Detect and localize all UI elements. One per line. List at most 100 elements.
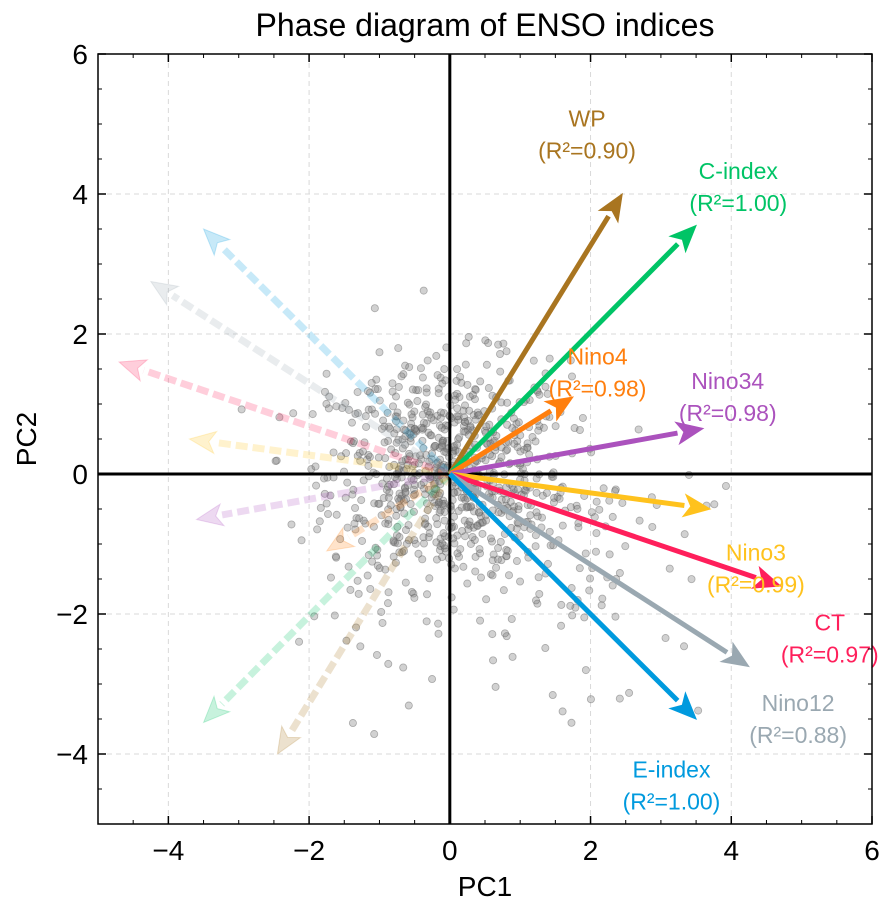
scatter-point (476, 512, 485, 521)
scatter-point (392, 417, 401, 426)
scatter-point (477, 518, 486, 527)
scatter-point (484, 384, 493, 393)
scatter-point (337, 452, 346, 461)
scatter-point (373, 545, 382, 554)
scatter-point (410, 460, 419, 469)
scatter-point (434, 384, 443, 393)
scatter-point (482, 516, 491, 525)
scatter-point (378, 479, 387, 488)
scatter-point (289, 409, 298, 418)
scatter-point (405, 449, 414, 458)
y-tick-label: −2 (56, 599, 88, 630)
scatter-point (347, 418, 356, 427)
scatter-point (618, 498, 627, 507)
scatter-point (410, 593, 419, 602)
scatter-point (512, 557, 521, 566)
scatter-point (385, 488, 394, 497)
scatter-point (395, 489, 404, 498)
scatter-point (361, 412, 370, 421)
scatter-point (371, 409, 380, 418)
scatter-point (523, 443, 532, 452)
scatter-point (361, 519, 370, 528)
scatter-point (451, 395, 460, 404)
scatter-point (460, 516, 469, 525)
scatter-point (425, 457, 434, 466)
scatter-point (437, 462, 446, 471)
scatter-point (507, 615, 516, 624)
scatter-point (473, 408, 482, 417)
scatter-point (324, 404, 333, 413)
scatter-point (521, 486, 530, 495)
scatter-point (411, 452, 420, 461)
scatter-point (488, 571, 497, 580)
scatter-point (331, 552, 340, 561)
scatter-point (580, 613, 589, 622)
scatter-point (389, 480, 398, 489)
scatter-point (440, 425, 449, 434)
scatter-point (344, 562, 353, 571)
scatter-point (419, 533, 428, 542)
scatter-point (353, 576, 362, 585)
scatter-point (481, 336, 490, 345)
scatter-point (411, 426, 420, 435)
scatter-point (427, 455, 436, 464)
scatter-point (520, 445, 529, 454)
scatter-point (419, 286, 428, 295)
scatter-point (542, 488, 551, 497)
scatter-point (353, 388, 362, 397)
scatter-point (557, 621, 566, 630)
scatter-point (410, 407, 419, 416)
scatter-point (615, 569, 624, 578)
scatter-point (326, 573, 335, 582)
scatter-point (367, 405, 376, 414)
scatter-point (384, 515, 393, 524)
scatter-point (427, 413, 436, 422)
scatter-point (572, 501, 581, 510)
mirrored-arrow (195, 470, 451, 527)
scatter-point (338, 404, 347, 413)
scatter-point (513, 485, 522, 494)
scatter-point (538, 491, 547, 500)
scatter-point (468, 390, 477, 399)
scatter-point (320, 387, 329, 396)
scatter-point (502, 545, 511, 554)
scatter-point (463, 425, 472, 434)
scatter-point (271, 456, 280, 465)
scatter-point (363, 571, 372, 580)
scatter-point (401, 432, 410, 441)
scatter-point (549, 498, 558, 507)
scatter-point (374, 499, 383, 508)
scatter-point (352, 514, 361, 523)
arrow-label-name: Nino4 (568, 344, 628, 370)
scatter-point (436, 480, 445, 489)
arrow-label-name: Nino34 (691, 368, 764, 394)
scatter-point (418, 425, 427, 434)
scatter-point (431, 501, 440, 510)
scatter-point (431, 441, 440, 450)
scatter-point (489, 656, 498, 665)
scatter-point (386, 501, 395, 510)
scatter-point (436, 534, 445, 543)
scatter-point (390, 429, 399, 438)
scatter-point (578, 413, 587, 422)
scatter-point (581, 666, 590, 675)
scatter-point (510, 439, 519, 448)
arrow-nino12 (448, 471, 750, 668)
scatter-point (401, 440, 410, 449)
scatter-point (461, 360, 470, 369)
scatter-point (435, 491, 444, 500)
scatter-point (497, 398, 506, 407)
scatter-point (611, 485, 620, 494)
scatter-point (523, 439, 532, 448)
scatter-point (287, 520, 296, 529)
scatter-point (403, 398, 412, 407)
scatter-point (534, 573, 543, 582)
y-tick-label: 4 (72, 179, 88, 210)
scatter-point (418, 436, 427, 445)
axis-ticks: −4 −2 0 2 4 6 −4 −2 0 2 4 6 (56, 39, 880, 866)
scatter-point (380, 438, 389, 447)
scatter-point (410, 490, 419, 499)
scatter-point (466, 539, 475, 548)
scatter-point (468, 533, 477, 542)
scatter-point (384, 588, 393, 597)
